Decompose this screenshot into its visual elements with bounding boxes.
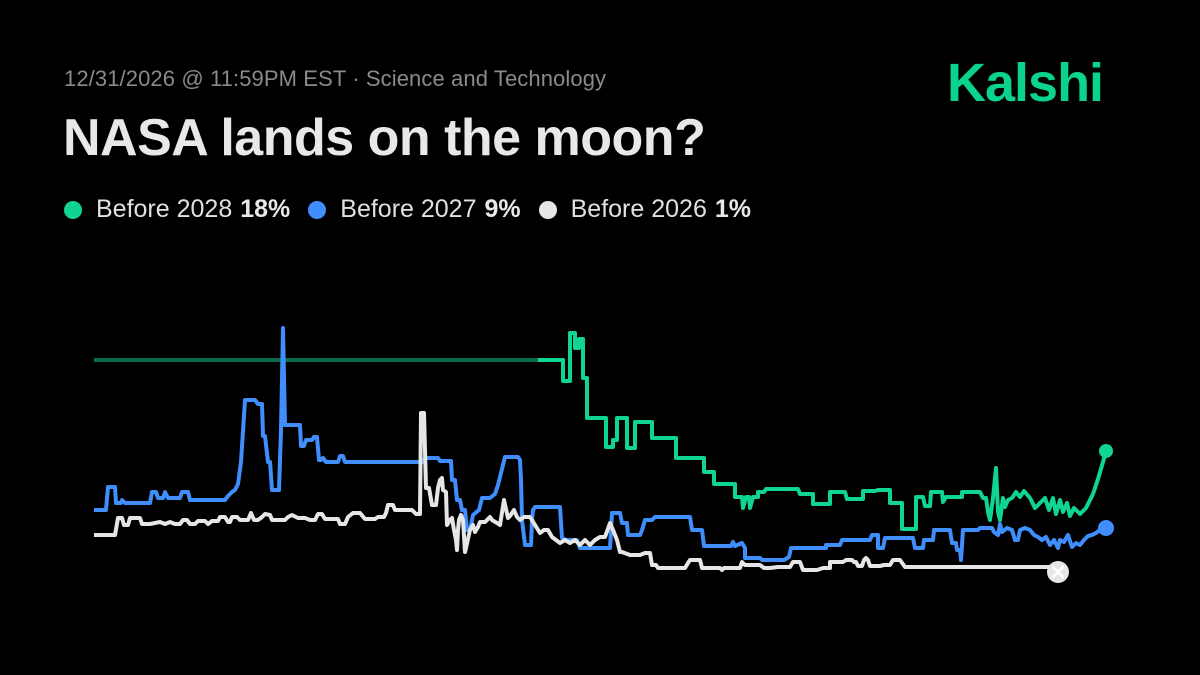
closed-x-icon	[1051, 565, 1065, 579]
legend-dot-icon	[538, 200, 557, 219]
legend-item-2027: Before 2027 9%	[308, 195, 521, 224]
series-line-before-2028	[538, 331, 1108, 531]
market-subtitle: 12/31/2026 @ 11:59PM EST · Science and T…	[64, 66, 607, 91]
chart-legend: Before 2028 18% Before 2027 9% Before 20…	[64, 195, 769, 224]
page-title: NASA lands on the moon?	[63, 109, 706, 167]
legend-value: 1%	[714, 195, 751, 223]
series-line-before-2027	[94, 326, 1105, 562]
legend-item-2028: Before 2028 18%	[64, 195, 290, 224]
series-endpoint-before-2027	[1098, 520, 1114, 536]
legend-item-2026: Before 2026 1%	[538, 195, 751, 224]
legend-dot-icon	[308, 200, 327, 219]
series-line-before-2026	[94, 411, 1050, 572]
series-endpoint-before-2028	[1099, 444, 1113, 458]
kalshi-logo: Kalshi	[947, 53, 1104, 113]
legend-value: 9%	[484, 195, 521, 223]
legend-label: Before 2028	[96, 195, 233, 223]
legend-label: Before 2026	[570, 195, 707, 223]
legend-dot-icon	[64, 200, 82, 219]
legend-label: Before 2027	[340, 195, 477, 223]
legend-value: 18%	[240, 195, 291, 223]
